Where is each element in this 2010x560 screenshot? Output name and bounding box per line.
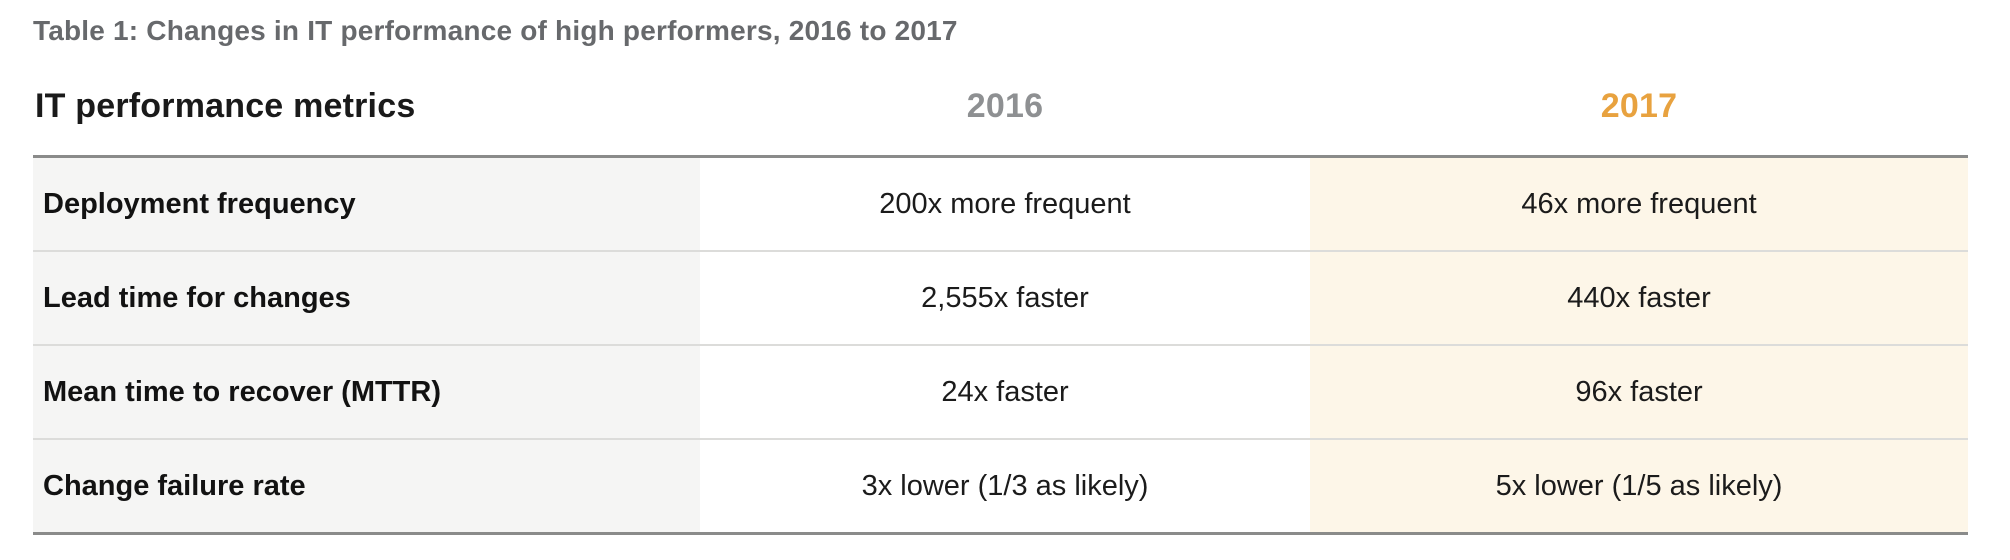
metric-name-cell: Mean time to recover (MTTR): [33, 346, 700, 438]
table-caption: Table 1: Changes in IT performance of hi…: [33, 15, 958, 46]
table-row-change-failure-rate: Change failure rate 3x lower (1/3 as lik…: [33, 440, 1968, 532]
value-2016-cell: 24x faster: [700, 346, 1310, 438]
value-2017-cell: 96x faster: [1310, 346, 1968, 438]
value-2016-cell: 3x lower (1/3 as likely): [700, 440, 1310, 532]
column-header-metrics: IT performance metrics: [35, 87, 416, 125]
column-header-2017: 2017: [1600, 87, 1678, 125]
table-header-row: IT performance metrics 2016 2017: [33, 58, 1968, 155]
column-header-2016: 2016: [966, 87, 1044, 125]
table-row-lead-time: Lead time for changes 2,555x faster 440x…: [33, 252, 1968, 346]
table-row-mttr: Mean time to recover (MTTR) 24x faster 9…: [33, 346, 1968, 440]
value-2017-cell: 440x faster: [1310, 252, 1968, 344]
table-row-deployment-frequency: Deployment frequency 200x more frequent …: [33, 158, 1968, 252]
value-2016-cell: 200x more frequent: [700, 158, 1310, 250]
performance-table: Deployment frequency 200x more frequent …: [33, 155, 1968, 535]
metric-name-cell: Deployment frequency: [33, 158, 700, 250]
metric-name-cell: Change failure rate: [33, 440, 700, 532]
value-2017-cell: 5x lower (1/5 as likely): [1310, 440, 1968, 532]
value-2017-cell: 46x more frequent: [1310, 158, 1968, 250]
value-2016-cell: 2,555x faster: [700, 252, 1310, 344]
metric-name-cell: Lead time for changes: [33, 252, 700, 344]
